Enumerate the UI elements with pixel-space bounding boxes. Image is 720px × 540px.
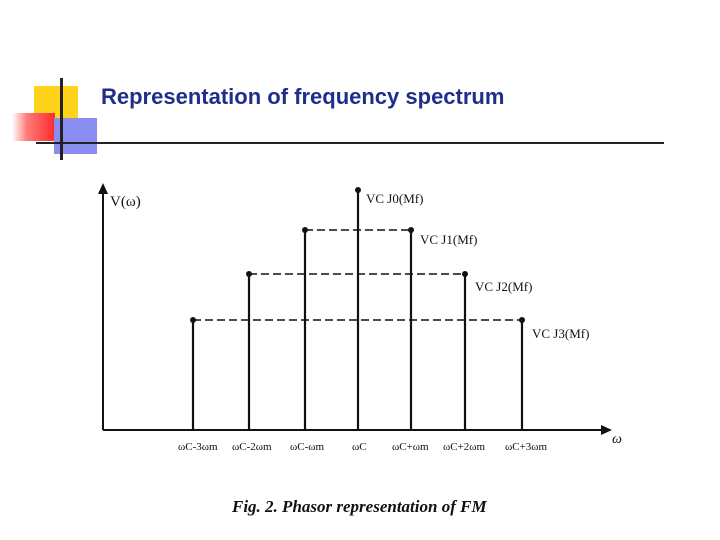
amp-label-c0: VC J0(Mf)	[366, 191, 423, 206]
slide-title: Representation of frequency spectrum	[101, 84, 505, 109]
x-axis-arrowhead	[601, 425, 612, 435]
amplitude-labels: VC J0(Mf) VC J1(Mf) VC J2(Mf) VC J3(Mf)	[366, 191, 589, 341]
x-axis-label: ω	[612, 432, 622, 447]
amp-label-c3: VC J3(Mf)	[532, 326, 589, 341]
title-divider-line	[36, 142, 664, 144]
amp-label-c2: VC J2(Mf)	[475, 279, 532, 294]
freq-label-c0: ωC	[352, 441, 367, 453]
spectral-point-c3	[519, 317, 525, 323]
spectral-point-c0	[355, 187, 361, 193]
amp-label-c1: VC J1(Mf)	[420, 232, 477, 247]
freq-label-c-3: ωC-3ωm	[178, 441, 218, 453]
freq-label-c3: ωC+3ωm	[505, 441, 548, 453]
spectral-point-c1	[408, 227, 414, 233]
freq-label-c1: ωC+ωm	[392, 441, 429, 453]
y-axis-arrowhead	[98, 183, 108, 194]
spectral-point-c-1	[302, 227, 308, 233]
frequency-labels: ωC-3ωm ωC-2ωm ωC-ωm ωC ωC+ωm ωC+2ωm ωC+3ωm	[178, 441, 548, 453]
spectral-point-c2	[462, 271, 468, 277]
freq-label-c-2: ωC-2ωm	[232, 441, 272, 453]
y-axis-label: V(ω)	[110, 194, 141, 210]
spectral-point-c-3	[190, 317, 196, 323]
figure-caption: Fig. 2. Phasor representation of FM	[231, 497, 487, 516]
decor-vertical-line	[60, 78, 63, 160]
spectral-point-c-2	[246, 271, 252, 277]
decor-red-bar	[12, 113, 55, 141]
freq-label-c-1: ωC-ωm	[290, 441, 324, 453]
spectral-lines	[190, 187, 525, 430]
freq-label-c2: ωC+2ωm	[443, 441, 486, 453]
